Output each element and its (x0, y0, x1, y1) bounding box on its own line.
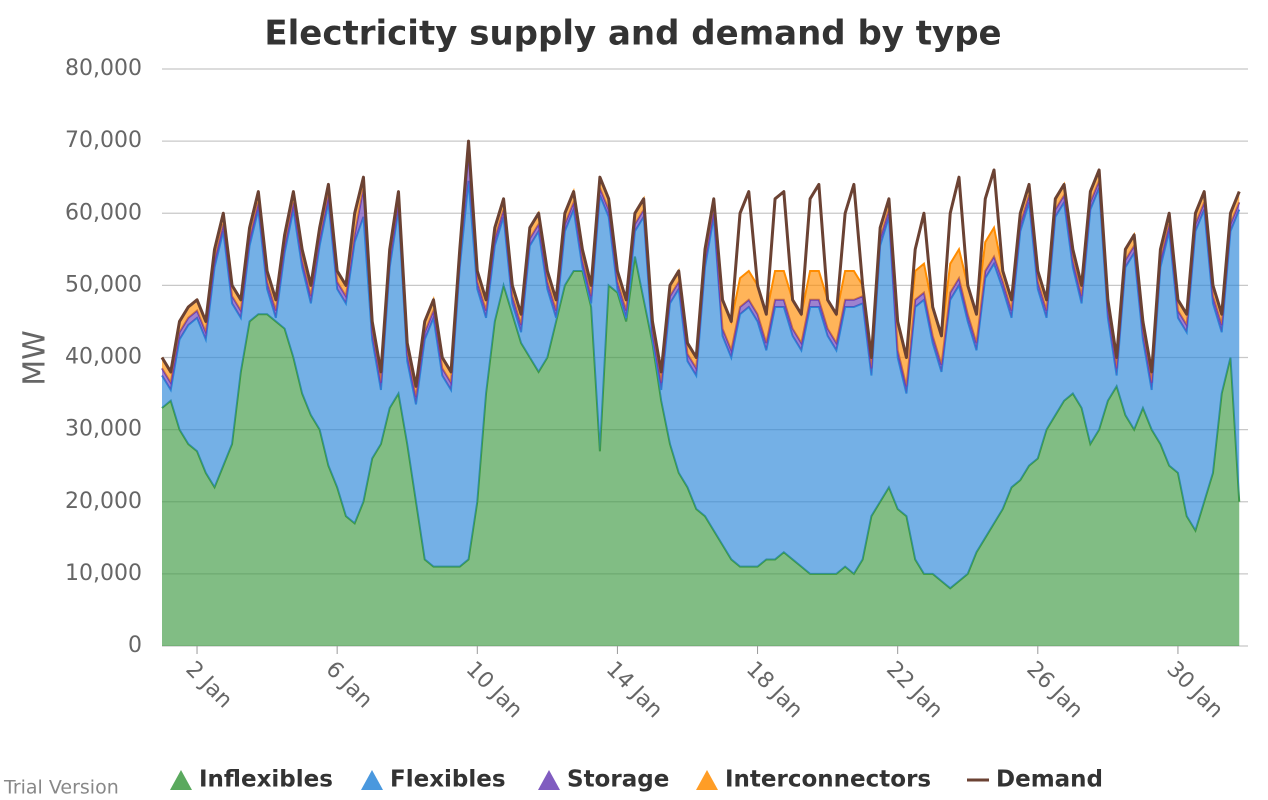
legend-marker (538, 770, 560, 790)
x-tick-label: 14 Jan (601, 657, 667, 723)
plot-area (160, 139, 1241, 646)
y-tick-label: 80,000 (65, 56, 142, 81)
x-tick-label: 26 Jan (1021, 657, 1087, 723)
x-tick-label: 18 Jan (741, 657, 807, 723)
legend-label: Demand (996, 767, 1103, 793)
x-tick-label: 2 Jan (181, 657, 238, 714)
y-tick-label: 0 (128, 633, 142, 658)
x-tick-label: 6 Jan (321, 657, 378, 714)
y-tick-label: 50,000 (65, 272, 142, 297)
x-tick-label: 22 Jan (881, 657, 947, 723)
legend-marker (170, 770, 192, 790)
legend-label: Inflexibles (199, 767, 333, 793)
watermark: Trial Version (3, 777, 119, 799)
legend-marker (361, 770, 383, 790)
x-tick-label: 10 Jan (461, 657, 527, 723)
y-tick-label: 40,000 (65, 345, 142, 370)
legend: Inflexibles Flexibles Storage Interconnecto… (170, 767, 1103, 793)
legend-label: Interconnectors (725, 767, 931, 793)
legend-marker (696, 770, 718, 790)
y-tick-label: 60,000 (65, 200, 142, 225)
y-tick-label: 30,000 (65, 417, 142, 442)
y-axis-label: MW (18, 330, 53, 386)
y-tick-label: 70,000 (65, 128, 142, 153)
y-tick-label: 20,000 (65, 489, 142, 514)
chart-title: Electricity supply and demand by type (264, 14, 1001, 54)
x-tick-label: 30 Jan (1161, 657, 1227, 723)
line (160, 139, 1241, 388)
area (162, 180, 1240, 589)
legend-label: Flexibles (390, 767, 506, 793)
legend-label: Storage (567, 767, 669, 793)
y-tick-label: 10,000 (65, 561, 142, 586)
